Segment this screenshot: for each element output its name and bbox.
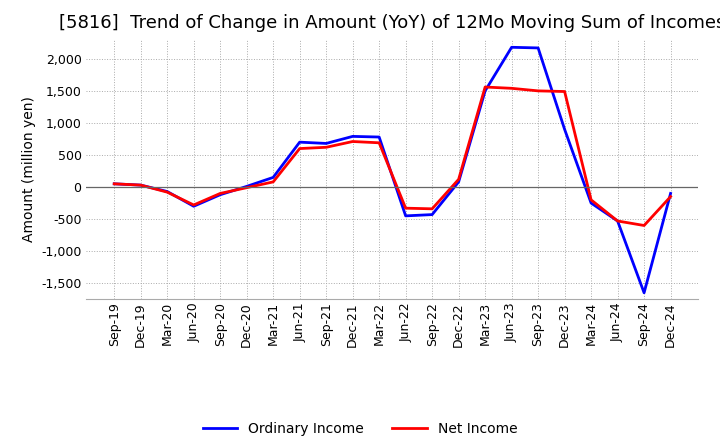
Net Income [375,140,384,146]
Ordinary Income [295,139,304,145]
Net Income [163,190,171,195]
Line: Net Income: Net Income [114,87,670,225]
Y-axis label: Amount (million yen): Amount (million yen) [22,96,35,242]
Net Income [454,177,463,182]
Ordinary Income [216,192,225,198]
Ordinary Income [110,181,119,187]
Net Income [560,89,569,94]
Ordinary Income [666,191,675,196]
Net Income [216,191,225,196]
Net Income [640,223,649,228]
Net Income [613,218,622,224]
Net Income [587,197,595,202]
Ordinary Income [560,127,569,132]
Ordinary Income [401,213,410,219]
Net Income [269,179,277,184]
Net Income [243,185,251,191]
Net Income [136,183,145,188]
Ordinary Income [481,88,490,94]
Net Income [295,146,304,151]
Ordinary Income [189,204,198,209]
Title: [5816]  Trend of Change in Amount (YoY) of 12Mo Moving Sum of Incomes: [5816] Trend of Change in Amount (YoY) o… [59,15,720,33]
Ordinary Income [269,175,277,180]
Net Income [348,139,357,144]
Net Income [110,181,119,187]
Ordinary Income [322,141,330,146]
Ordinary Income [508,44,516,50]
Net Income [534,88,542,94]
Net Income [508,86,516,91]
Ordinary Income [428,212,436,217]
Ordinary Income [243,184,251,189]
Legend: Ordinary Income, Net Income: Ordinary Income, Net Income [197,417,523,440]
Net Income [189,202,198,208]
Line: Ordinary Income: Ordinary Income [114,47,670,293]
Ordinary Income [375,134,384,139]
Net Income [428,206,436,212]
Net Income [322,145,330,150]
Ordinary Income [613,218,622,224]
Net Income [401,205,410,211]
Net Income [481,84,490,90]
Net Income [666,194,675,199]
Ordinary Income [587,200,595,205]
Ordinary Income [640,290,649,295]
Ordinary Income [454,179,463,184]
Ordinary Income [136,183,145,188]
Ordinary Income [163,189,171,194]
Ordinary Income [534,45,542,51]
Ordinary Income [348,134,357,139]
